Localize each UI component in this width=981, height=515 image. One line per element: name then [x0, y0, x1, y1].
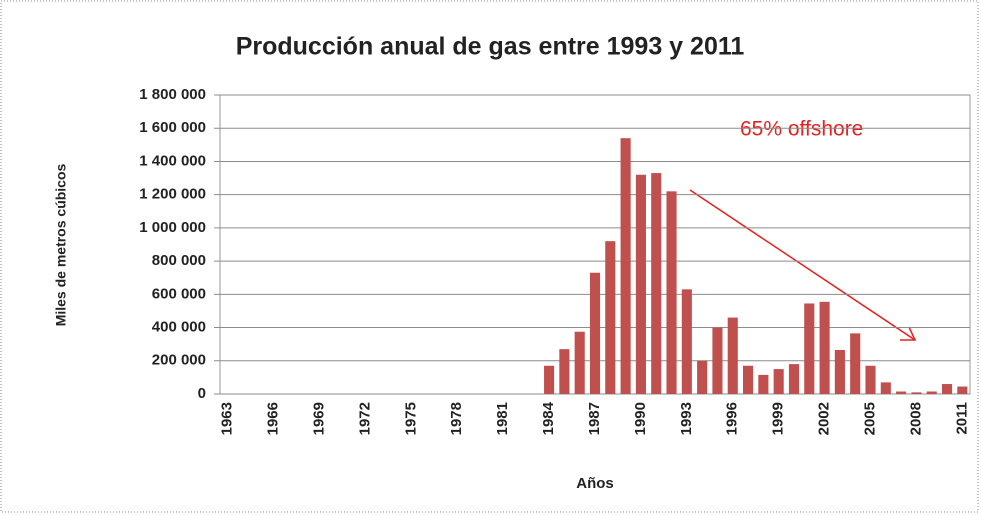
bar [666, 191, 677, 394]
bar [727, 317, 738, 394]
arrow-head [900, 326, 917, 341]
arrow-line [689, 189, 916, 341]
x-tick-label: 1975 [402, 402, 419, 435]
bar [880, 382, 891, 394]
x-tick-label: 1984 [540, 401, 557, 435]
bar [819, 301, 830, 394]
y-tick-label: 0 [198, 385, 206, 402]
y-tick-label: 1 400 000 [139, 152, 206, 169]
x-tick-label: 1981 [494, 402, 511, 435]
x-tick-label: 1969 [310, 402, 327, 435]
y-tick-label: 600 000 [152, 285, 206, 302]
bar [957, 386, 968, 394]
bar [574, 331, 585, 394]
bar [834, 349, 845, 394]
y-tick-label: 800 000 [152, 252, 206, 269]
x-tick-label: 1972 [356, 402, 373, 435]
bar [651, 173, 662, 394]
x-axis-label: Años [576, 475, 614, 492]
y-tick-label: 200 000 [152, 352, 206, 369]
x-tick-label: 1999 [770, 402, 787, 435]
bar [941, 384, 953, 394]
bar [896, 391, 907, 394]
x-tick-label: 1990 [632, 402, 649, 435]
bar [635, 174, 646, 394]
x-tick-label: 2008 [907, 402, 924, 435]
bar [788, 364, 800, 394]
bar [911, 392, 922, 394]
bar [559, 349, 570, 394]
bar [620, 138, 631, 394]
x-tick-label: 2005 [861, 402, 878, 435]
y-tick-label: 1 600 000 [139, 119, 206, 136]
x-tick-label: 2011 [953, 402, 970, 435]
bar [589, 272, 601, 394]
bar [712, 327, 723, 394]
annotation: 65% offshore [740, 118, 863, 141]
bar [850, 333, 861, 394]
y-tick-label: 400 000 [152, 319, 206, 336]
x-tick-label: 1966 [265, 402, 282, 435]
bar [743, 365, 754, 394]
chart-title: Producción anual de gas entre 1993 y 201… [236, 33, 745, 61]
x-tick-label: 1996 [724, 402, 741, 435]
bar [804, 303, 815, 394]
bar [605, 241, 616, 394]
bar [681, 289, 692, 394]
bar [697, 360, 708, 394]
bar [926, 391, 937, 394]
x-tick-label: 1978 [448, 402, 465, 435]
y-axis-label: Miles de metros cúbicos [53, 163, 69, 326]
x-tick-label: 1993 [678, 402, 695, 435]
bar [544, 365, 555, 394]
x-tick-label: 1963 [219, 402, 236, 435]
y-tick-label: 1 800 000 [139, 86, 206, 103]
y-tick-label: 1 200 000 [139, 186, 206, 203]
x-tick-label: 1987 [586, 402, 603, 435]
x-tick-label: 2002 [816, 402, 833, 435]
bar [773, 369, 784, 394]
bar [758, 374, 769, 394]
bar [865, 365, 876, 394]
y-tick-label: 1 000 000 [139, 219, 206, 236]
